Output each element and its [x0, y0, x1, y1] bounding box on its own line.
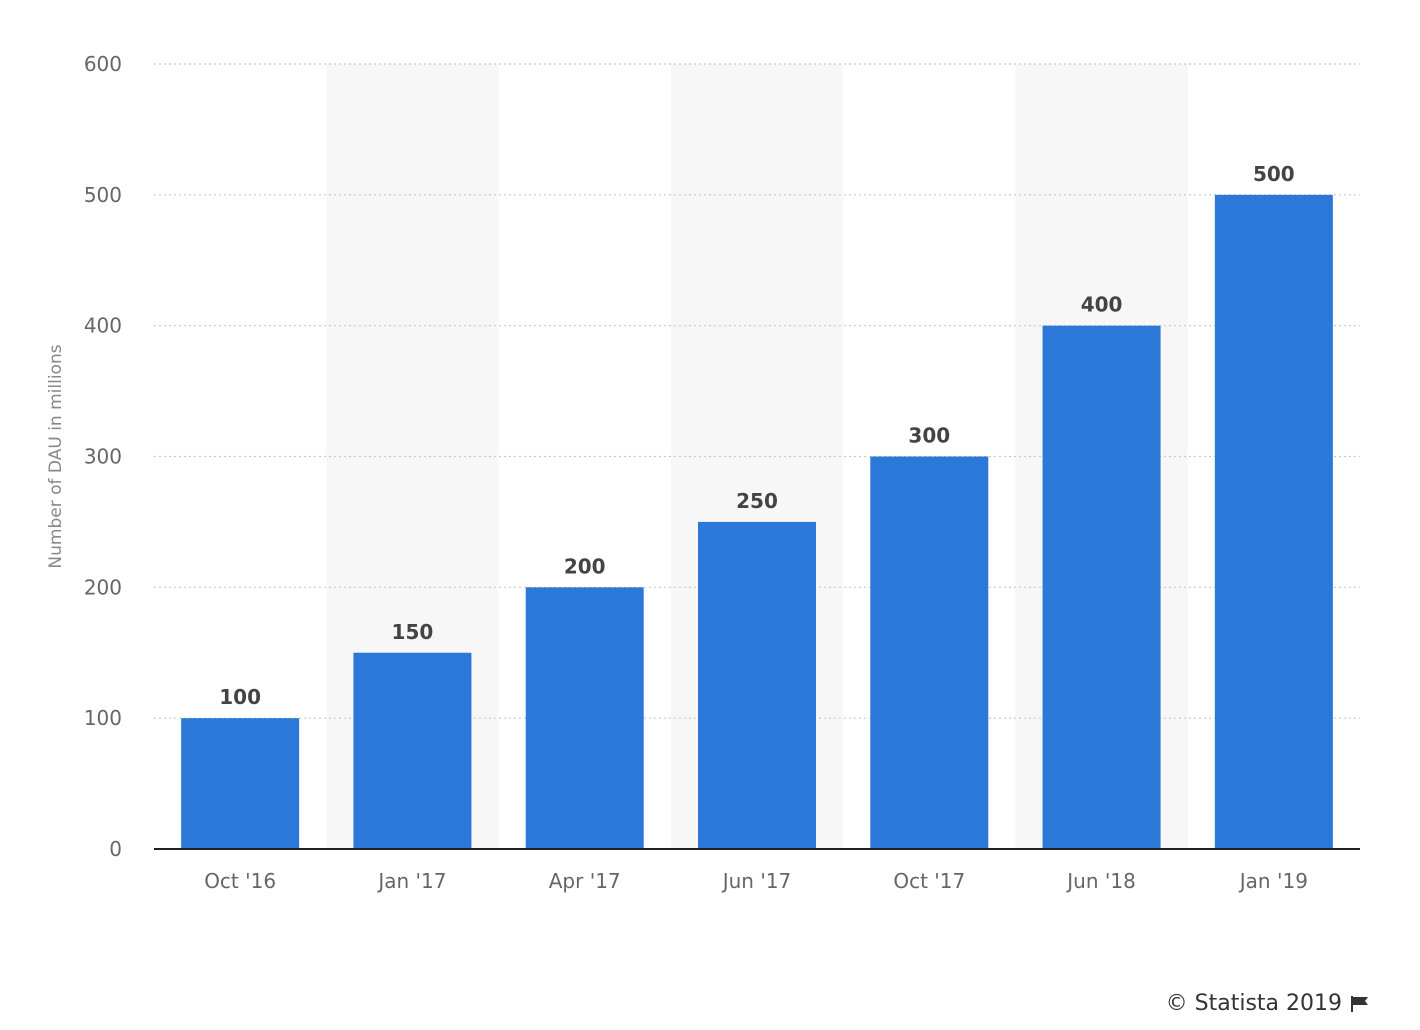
value-labels: 100 150 200 250 300 400 500 [219, 162, 1294, 709]
bar[interactable] [525, 587, 644, 849]
bars [181, 194, 1333, 850]
y-tick-label: 200 [84, 575, 122, 599]
x-tick-label: Jan '17 [376, 869, 446, 893]
credit-text: © Statista 2019 [1165, 991, 1342, 1016]
flag-icon [1351, 995, 1368, 1012]
bar[interactable] [1214, 194, 1333, 850]
bar[interactable] [1042, 325, 1161, 850]
y-tick-label: 0 [109, 837, 122, 861]
bar[interactable] [181, 718, 300, 849]
y-tick-label: 600 [84, 52, 122, 76]
bar-value-label: 200 [564, 554, 606, 578]
y-tick-label: 500 [84, 183, 122, 207]
bar-value-label: 500 [1253, 162, 1295, 186]
bar-value-label: 250 [736, 489, 778, 513]
bar-value-label: 100 [219, 685, 261, 709]
y-tick-label: 400 [84, 314, 122, 338]
bar[interactable] [870, 456, 989, 850]
x-tick-label: Jan '19 [1238, 869, 1308, 893]
bar-value-label: 150 [392, 620, 434, 644]
bar[interactable] [353, 652, 472, 849]
x-tick-label: Jun '17 [721, 869, 792, 893]
x-axis-ticks: Oct '16 Jan '17 Apr '17 Jun '17 Oct '17 Jun '… [204, 869, 1308, 893]
x-tick-label: Oct '16 [204, 869, 276, 893]
x-tick-label: Apr '17 [549, 869, 621, 893]
bar-value-label: 400 [1081, 293, 1123, 317]
bar[interactable] [698, 521, 816, 849]
x-tick-label: Jun '18 [1065, 869, 1136, 893]
y-tick-label: 100 [84, 706, 122, 730]
y-tick-label: 300 [84, 445, 122, 469]
y-axis-ticks: 0 100 200 300 400 500 600 [84, 52, 122, 861]
y-axis-title: Number of DAU in millions [46, 344, 66, 568]
x-tick-label: Oct '17 [893, 869, 965, 893]
bar-value-label: 300 [908, 424, 950, 448]
source-credit[interactable]: © Statista 2019 [1166, 991, 1370, 1016]
